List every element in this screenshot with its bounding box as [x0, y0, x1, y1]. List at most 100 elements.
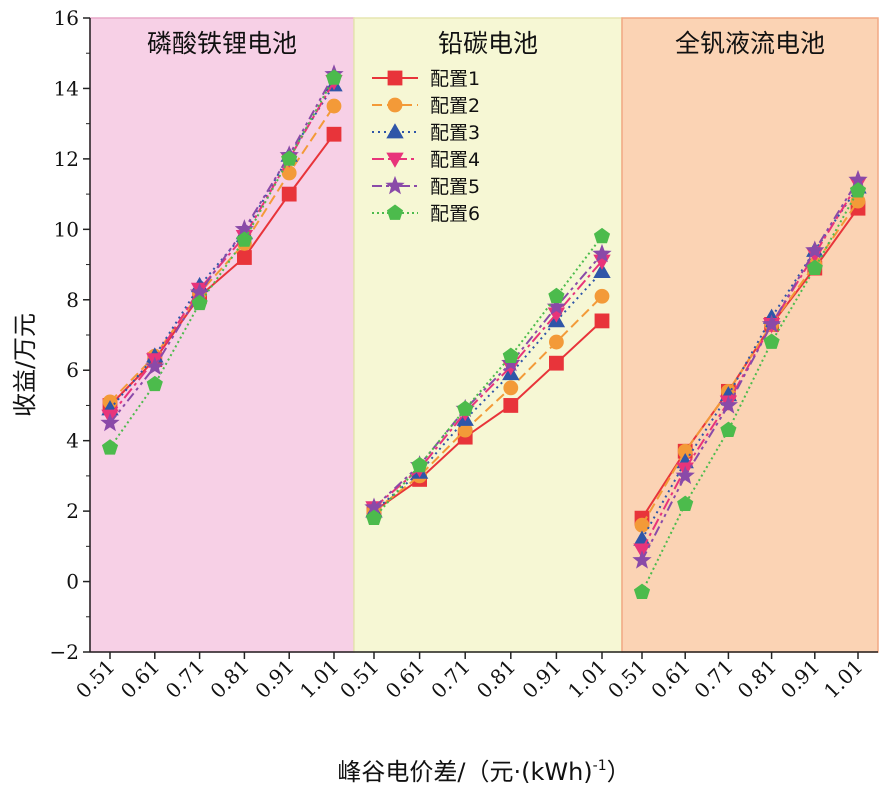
data-point-panel3-config6-x3 [720, 421, 737, 437]
data-point-panel1-config1-x6 [326, 126, 342, 142]
y-tick-label: 10 [54, 217, 79, 241]
x-tick-label: 0.71 [426, 655, 474, 703]
data-point-panel1-config6-x1 [101, 439, 119, 455]
panel-background-3 [621, 17, 879, 653]
data-point-panel1-config6-x2 [146, 375, 163, 392]
x-tick-label: 1.01 [819, 655, 867, 703]
legend-marker-config2 [387, 97, 403, 113]
series-line-panel2-config5 [373, 253, 603, 509]
legend-marker-config1 [387, 70, 403, 86]
data-point-panel2-config6-x6 [593, 227, 611, 244]
x-axis-label-close: ） [607, 758, 631, 786]
series-line-panel3-config5 [641, 179, 859, 561]
data-point-panel3-config6-x4 [763, 333, 780, 349]
panel-background-1 [89, 17, 355, 653]
x-tick-label: 1.01 [563, 655, 611, 703]
panel-background-2 [353, 17, 623, 653]
data-point-panel1-config1-x4 [236, 250, 252, 265]
legend-marker-config4 [386, 152, 404, 168]
data-point-panel2-config2-x5 [549, 334, 564, 350]
legend-entry-config1: 配置1 [430, 68, 480, 90]
legend: 配置1 配置2 配置3 配置4 配置5 配置6 [372, 68, 480, 225]
data-point-panel3-config5-x4 [761, 314, 782, 333]
x-tick-label: 0.81 [472, 655, 520, 703]
y-tick-label: 12 [54, 147, 79, 171]
y-tick-label: 16 [54, 6, 79, 30]
data-point-panel1-config6-x3 [191, 294, 208, 311]
x-tick-label: 0.91 [517, 655, 565, 703]
data-point-panel2-config3-x6 [593, 262, 611, 279]
x-tick-label: 0.91 [776, 655, 824, 703]
data-point-panel1-config5-x1 [100, 412, 120, 432]
data-point-panel3-config6-x2 [677, 495, 694, 511]
x-axis-label-sup: -1 [593, 758, 607, 774]
data-point-panel3-config5-x1 [632, 550, 652, 569]
x-tick-label: 0.61 [646, 655, 694, 703]
y-tick-label: 6 [66, 358, 79, 382]
data-point-panel2-config6-x3 [457, 400, 474, 416]
data-point-panel2-config6-x5 [548, 287, 565, 304]
data-point-panel1-config1-x5 [281, 186, 297, 202]
x-tick-label: 0.61 [381, 655, 429, 703]
data-point-panel3-config2-x1 [634, 517, 650, 533]
x-axis-label-main: 峰谷电价差/（元·(kWh) [337, 758, 592, 786]
data-point-panel2-config6-x4 [502, 347, 519, 364]
data-point-panel1-config6-x4 [236, 231, 253, 247]
panel-titles: 磷酸铁锂电池 铅碳电池 全钒液流电池 [147, 29, 825, 58]
x-tick-label: 0.71 [161, 655, 209, 703]
x-tick-label: 0.71 [689, 655, 737, 703]
legend-entry-config3: 配置3 [430, 122, 480, 144]
series-line-panel1-config1 [109, 133, 335, 407]
data-point-panel3-config5-x2 [675, 465, 695, 485]
data-point-panel2-config5-x5 [546, 296, 567, 316]
data-point-panel3-config5-x3 [718, 395, 739, 414]
data-point-panel1-config6-x5 [281, 150, 298, 166]
legend-marker-config3 [386, 123, 404, 139]
data-point-panel2-config2-x4 [503, 380, 519, 396]
data-point-panel3-config6-x5 [806, 259, 823, 275]
legend-entry-config2: 配置2 [430, 95, 480, 117]
series-line-panel2-config2 [373, 295, 603, 512]
data-point-panel2-config1-x5 [549, 355, 564, 371]
x-tick-label: 1.01 [295, 655, 343, 703]
data-point-panel2-config5-x6 [592, 243, 612, 263]
y-tick-label: 0 [66, 570, 79, 594]
series-line-panel3-config6 [641, 190, 859, 593]
legend-marker-config6 [386, 204, 404, 220]
x-tick-label: 0.81 [733, 655, 781, 703]
data-point-panel2-config6-x1 [365, 509, 383, 526]
x-tick-label: 0.61 [116, 655, 164, 703]
data-point-panel2-config1-x6 [594, 313, 610, 329]
data-point-panel2-config6-x2 [411, 456, 428, 473]
panel-title-3: 全钒液流电池 [675, 29, 825, 58]
series-line-panel1-config5 [109, 73, 335, 424]
x-axis-label: 峰谷电价差/（元·(kWh)-1） [337, 758, 630, 786]
y-tick-label: 14 [54, 76, 79, 100]
data-point-panel3-config6-x1 [633, 583, 651, 599]
panel-title-2: 铅碳电池 [438, 29, 538, 58]
y-tick-label: 2 [66, 499, 79, 523]
legend-entry-config5: 配置5 [430, 176, 480, 198]
series-line-panel2-config3 [373, 270, 603, 512]
x-tick-label: 0.51 [603, 655, 651, 703]
y-tick-label: 8 [66, 288, 79, 312]
data-point-panel2-config1-x4 [503, 398, 519, 413]
data-point-panel2-config2-x6 [594, 288, 610, 304]
legend-entry-config6: 配置6 [430, 203, 480, 225]
data-point-panel3-config6-x6 [849, 182, 867, 198]
panel-title-1: 磷酸铁锂电池 [147, 29, 297, 58]
series-line-panel2-config1 [373, 320, 603, 512]
x-tick-label: 0.91 [250, 655, 298, 703]
x-tick-label: 0.51 [335, 655, 383, 703]
legend-marker-config5 [385, 175, 405, 195]
legend-entry-config4: 配置4 [430, 149, 480, 171]
data-point-panel1-config5-x2 [145, 356, 165, 375]
series-layer [100, 64, 868, 599]
y-axis-label: 收益/万元 [11, 313, 39, 417]
y-tick-label: 4 [66, 429, 79, 453]
series-line-panel1-config6 [109, 77, 335, 449]
data-point-panel1-config2-x6 [326, 98, 342, 114]
data-point-panel3-config5-x5 [805, 240, 825, 259]
panel-backgrounds [89, 17, 879, 653]
